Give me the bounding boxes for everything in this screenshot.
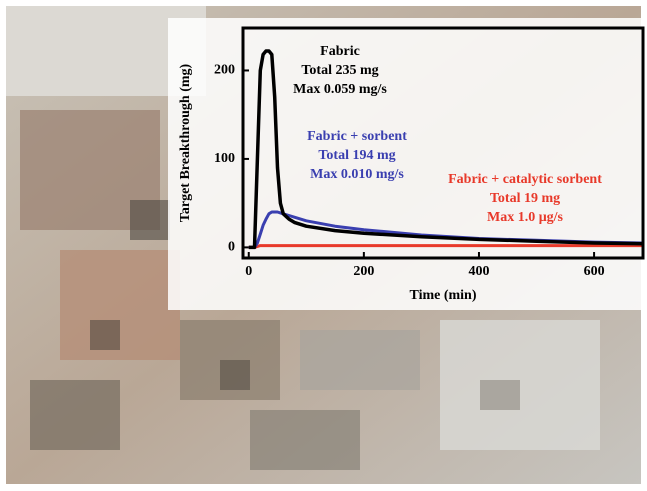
x-tick-label: 600 <box>584 264 605 279</box>
series-label: Fabric <box>320 44 360 59</box>
series-label: Max 0.059 mg/s <box>293 82 387 97</box>
series-label: Max 0.010 mg/s <box>310 167 404 182</box>
x-tick-label: 200 <box>353 264 374 279</box>
series-label: Fabric + catalytic sorbent <box>448 172 602 187</box>
y-tick-label: 100 <box>214 151 235 166</box>
y-tick-label: 0 <box>228 240 235 255</box>
x-tick-label: 0 <box>245 264 252 279</box>
y-axis-label: Target Breakthrough (mg) <box>178 63 193 222</box>
series-label: Total 19 mg <box>490 191 560 206</box>
x-tick-label: 400 <box>468 264 489 279</box>
inset-panel <box>168 18 647 310</box>
page: Target Breakthrough (mg) Time (min) 0 200… <box>0 0 647 491</box>
series-label: Max 1.0 μg/s <box>487 210 564 225</box>
chart: Target Breakthrough (mg) Time (min) 0 200… <box>0 0 647 491</box>
series-label: Total 235 mg <box>301 63 378 78</box>
series-label: Fabric + sorbent <box>307 129 407 144</box>
series-label: Total 194 mg <box>318 148 395 163</box>
y-tick-label: 200 <box>214 63 235 78</box>
x-axis-label: Time (min) <box>409 288 476 303</box>
